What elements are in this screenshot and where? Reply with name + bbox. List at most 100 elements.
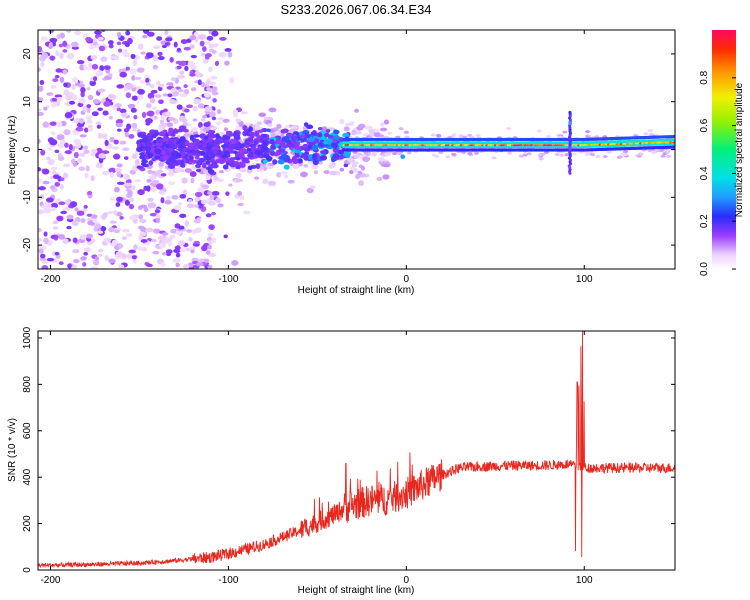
x-tick-label: 100 [576,274,593,285]
heatmap-cell [123,127,130,133]
heatmap-cell [240,195,245,201]
heatmap-cell [59,52,64,60]
heatmap-cell [173,41,178,48]
colorbar-gradient [712,30,736,269]
heatmap-cell [507,151,513,155]
heatmap-cell [73,151,79,159]
heatmap-cell [147,92,155,99]
heatmap-cell [179,118,188,123]
heatmap-cell [109,136,115,143]
heatmap-cell [156,36,163,41]
heatmap-cell [222,118,230,123]
heatmap-cell [290,135,298,142]
heatmap-cell [135,86,142,90]
heatmap-cell [116,107,121,112]
heatmap-cell [46,257,55,262]
heatmap-cell [109,220,117,224]
heatmap-cell [307,137,315,143]
heatmap-cell [276,171,282,178]
heatmap-cell [119,108,127,114]
heatmap-cell [136,67,145,73]
heatmap-cell [63,163,71,168]
heatmap-cell [43,207,52,214]
heatmap-cell [94,256,100,261]
heatmap-cell [157,55,165,61]
heatmap-cell [62,69,68,75]
heatmap-cell [262,159,268,164]
heatmap-cell [145,141,153,148]
heatmap-cell [182,263,190,269]
heatmap-cell [152,129,159,133]
heatmap-cell [538,157,544,161]
heatmap-cell [134,179,141,183]
heatmap-cell [380,122,385,127]
heatmap-cell [41,168,50,175]
y-tick-label: 10 [22,96,33,108]
heatmap-cell [54,251,60,256]
heatmap-cell [262,140,268,146]
heatmap-cell [124,131,129,138]
heatmap-cell [42,180,50,185]
heatmap-cell [96,230,104,234]
heatmap-cell [188,237,193,242]
x-tick-label: -200 [40,575,60,586]
heatmap-cell [564,153,570,157]
heatmap-cell [62,206,70,212]
heatmap-cell [188,198,193,203]
heatmap-cell [120,112,128,118]
heatmap-cell [70,158,76,164]
heatmap-cell [107,210,115,215]
heatmap-cell [660,154,666,158]
heatmap-cell [195,149,201,155]
heatmap-cell [86,213,93,217]
heatmap-cell [376,176,383,182]
heatmap-cell [179,246,187,253]
heatmap-cell [54,74,60,79]
heatmap-cell [175,60,183,65]
heatmap-cell [137,189,145,196]
heatmap-cell [213,176,219,180]
heatmap-cell [145,82,151,86]
heatmap-cell [74,30,82,36]
heatmap-cell [92,259,100,266]
heatmap-cell [136,165,143,169]
heatmap-cell [47,147,53,151]
heatmap-cell [170,87,178,93]
heatmap-cell [114,103,122,108]
heatmap-cell [277,159,285,165]
heatmap-cell [59,177,65,181]
heatmap-cell [174,167,183,173]
heatmap-cell [287,179,295,184]
heatmap-cell [158,242,167,249]
heatmap-cell [221,144,227,148]
heatmap-cell [167,117,176,121]
heatmap-cell [179,193,187,199]
heatmap-cell [173,162,180,166]
heatmap-cell [201,184,209,190]
y-tick-label: 800 [22,376,33,393]
heatmap-cell [665,150,671,154]
heatmap-cell [38,167,42,172]
heatmap-cell [313,170,319,175]
heatmap-cell [86,233,93,239]
heatmap-cell [194,191,203,198]
heatmap-cell [78,118,85,124]
heatmap-cell [86,66,93,71]
heatmap-cell [358,180,365,186]
heatmap-cell [224,60,230,66]
heatmap-cell [141,111,147,119]
heatmap-cell [209,194,215,200]
heatmap-cell [235,178,244,183]
heatmap-cell [90,152,95,157]
heatmap-cell [109,196,116,201]
heatmap-cell [49,121,58,126]
heatmap-cell [171,91,180,97]
heatmap-cell [119,71,128,78]
heatmap-cell [303,164,309,168]
heatmap-cell [83,145,89,150]
heatmap-cell [198,204,203,209]
heatmap-marks [38,30,675,269]
heatmap-cell [128,197,134,203]
heatmap-cell [76,59,85,65]
